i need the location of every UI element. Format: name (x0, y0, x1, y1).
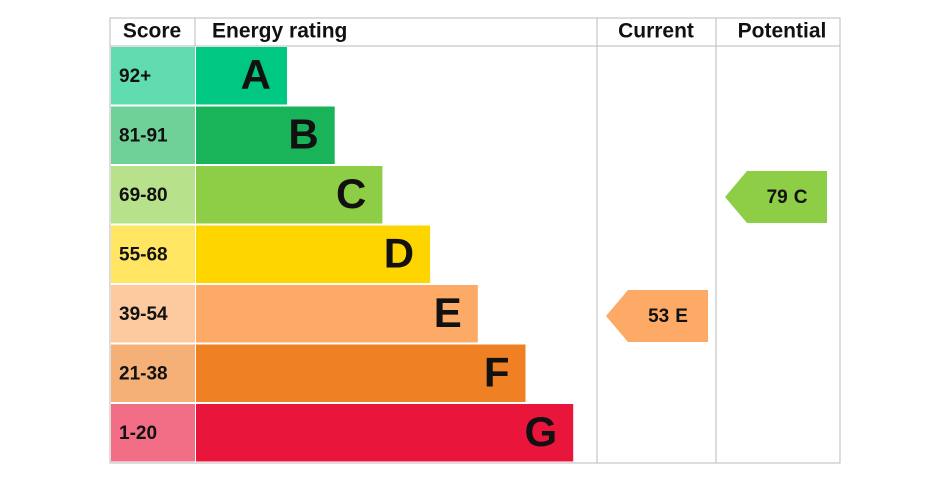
rating-letter: C (794, 187, 808, 208)
rating-letter: A (241, 51, 271, 98)
rating-value: 79 (767, 187, 788, 208)
rating-letter: C (336, 170, 366, 217)
score-range: 69-80 (119, 185, 168, 206)
score-cell (111, 404, 195, 462)
rating-letter: E (434, 289, 462, 336)
rating-letter: E (675, 306, 688, 327)
rating-letter: G (525, 408, 558, 455)
rating-value: 53 (648, 306, 669, 327)
rating-letter: D (384, 229, 414, 276)
rating-bar (196, 47, 287, 105)
potential-indicator: 79 C (725, 171, 827, 223)
score-range: 21-38 (119, 363, 168, 384)
score-range: 39-54 (119, 304, 168, 325)
rating-arrow (606, 290, 708, 342)
rating-bar (196, 344, 526, 402)
score-cell (111, 285, 195, 343)
score-range: 55-68 (119, 244, 168, 265)
header-current: Current (618, 20, 694, 43)
header-rating: Energy rating (212, 20, 347, 43)
rating-bar (196, 166, 383, 224)
score-cell (111, 106, 195, 164)
score-range: 81-91 (119, 125, 168, 146)
score-cell (111, 344, 195, 402)
rating-bar (196, 285, 478, 343)
header-potential: Potential (738, 20, 827, 43)
score-range: 1-20 (119, 423, 157, 444)
arrow-label: 79 C (767, 187, 808, 208)
rating-arrow (725, 171, 827, 223)
score-range: 92+ (119, 66, 151, 87)
rating-bar (196, 106, 335, 164)
score-cell (111, 225, 195, 283)
current-indicator: 53 E (606, 290, 708, 342)
arrow-label: 53 E (648, 306, 688, 327)
rating-bar (196, 404, 574, 462)
header-score: Score (123, 20, 181, 43)
rating-letter: B (288, 110, 318, 157)
rating-letter: F (484, 348, 510, 395)
score-cell (111, 166, 195, 224)
rating-bar (196, 225, 431, 283)
score-cell (111, 47, 195, 105)
